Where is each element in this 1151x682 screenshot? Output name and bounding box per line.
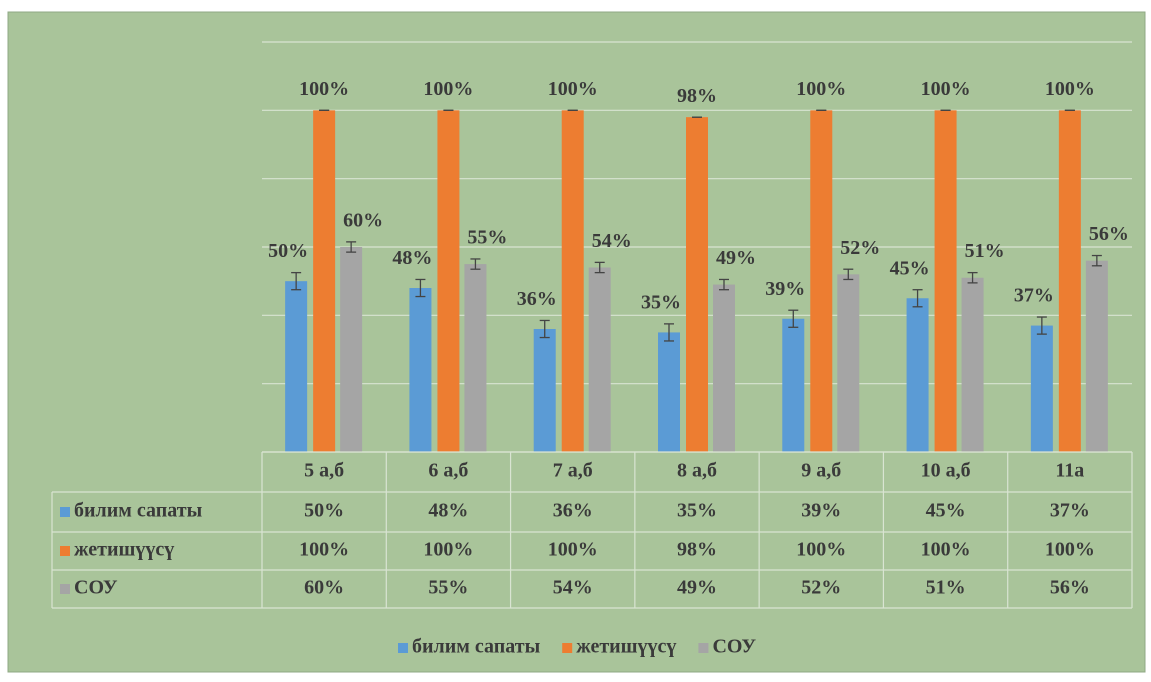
- data-label: 100%: [548, 78, 598, 100]
- legend-key: [398, 643, 408, 653]
- bar: [906, 298, 929, 452]
- data-label: 36%: [517, 288, 557, 310]
- bar: [285, 281, 308, 452]
- data-label: 49%: [716, 247, 756, 269]
- table-cell: 52%: [801, 577, 841, 599]
- legend-key: [562, 643, 573, 653]
- legend-label: билим сапаты: [412, 636, 541, 658]
- bar: [782, 318, 805, 452]
- table-cell: 55%: [428, 577, 468, 599]
- bar: [686, 117, 708, 453]
- table-cell: 54%: [553, 577, 593, 599]
- table-header: 5 а,б: [304, 460, 344, 482]
- legend-key: [698, 643, 709, 653]
- table-row-label: СОУ: [74, 577, 118, 599]
- table-cell: 56%: [1050, 577, 1090, 599]
- data-label: 100%: [921, 78, 971, 100]
- data-label: 45%: [890, 257, 930, 279]
- bar: [837, 274, 860, 452]
- table-cell: 98%: [677, 539, 717, 561]
- table-header: 11а: [1055, 460, 1084, 482]
- bar: [409, 288, 432, 452]
- legend-label: СОУ: [712, 636, 756, 658]
- legend-key: [60, 584, 70, 594]
- bar: [533, 329, 556, 452]
- bar: [1058, 110, 1081, 452]
- table-cell: 60%: [304, 577, 344, 599]
- data-label: 100%: [1045, 78, 1095, 100]
- table-cell: 100%: [423, 539, 473, 561]
- table-cell: 36%: [553, 500, 593, 522]
- data-label: 50%: [268, 240, 308, 262]
- data-label: 51%: [965, 240, 1005, 262]
- data-label: 37%: [1014, 285, 1054, 307]
- data-label: 35%: [641, 291, 681, 313]
- bar: [561, 110, 584, 452]
- table-cell: 100%: [1045, 539, 1095, 561]
- data-label: 100%: [796, 78, 846, 100]
- table-row-label: жетишүүсү: [74, 539, 174, 561]
- table-cell: 100%: [299, 539, 349, 561]
- data-label: 60%: [343, 209, 383, 231]
- table-row-label: билим сапаты: [74, 500, 203, 522]
- table-header: 6 а,б: [428, 460, 468, 482]
- table-header: 9 а,б: [801, 460, 841, 482]
- data-label: 55%: [467, 227, 507, 249]
- data-label: 39%: [765, 278, 805, 300]
- table-header: 7 а,б: [553, 460, 593, 482]
- table-cell: 100%: [796, 539, 846, 561]
- bar: [313, 110, 336, 452]
- data-label: 52%: [840, 237, 880, 259]
- data-label: 100%: [299, 78, 349, 100]
- legend-key: [60, 507, 70, 517]
- bar: [588, 267, 611, 452]
- data-label: 100%: [423, 78, 473, 100]
- table-header: 10 а,б: [921, 460, 971, 482]
- table-cell: 100%: [548, 539, 598, 561]
- bar: [340, 247, 363, 452]
- table-cell: 39%: [801, 500, 841, 522]
- bar: [464, 264, 487, 452]
- table-header: 8 а,б: [677, 460, 717, 482]
- table-cell: 35%: [677, 500, 717, 522]
- data-label: 54%: [592, 230, 632, 252]
- legend-label: жетишүүсү: [576, 636, 676, 658]
- data-label: 56%: [1089, 223, 1129, 245]
- legend-key: [60, 546, 70, 556]
- table-cell: 49%: [677, 577, 717, 599]
- data-label: 48%: [392, 247, 432, 269]
- bar: [1085, 260, 1108, 452]
- bar: [437, 110, 460, 452]
- data-label: 98%: [677, 85, 717, 107]
- bar: [1030, 325, 1053, 452]
- table-cell: 100%: [921, 539, 971, 561]
- bar: [961, 277, 984, 452]
- table-cell: 48%: [428, 500, 468, 522]
- table-cell: 51%: [926, 577, 966, 599]
- bar: [658, 332, 680, 452]
- bar: [810, 110, 833, 452]
- table-cell: 50%: [304, 500, 344, 522]
- table-cell: 45%: [926, 500, 966, 522]
- table-cell: 37%: [1050, 500, 1090, 522]
- bar: [934, 110, 957, 452]
- bar: [713, 284, 735, 452]
